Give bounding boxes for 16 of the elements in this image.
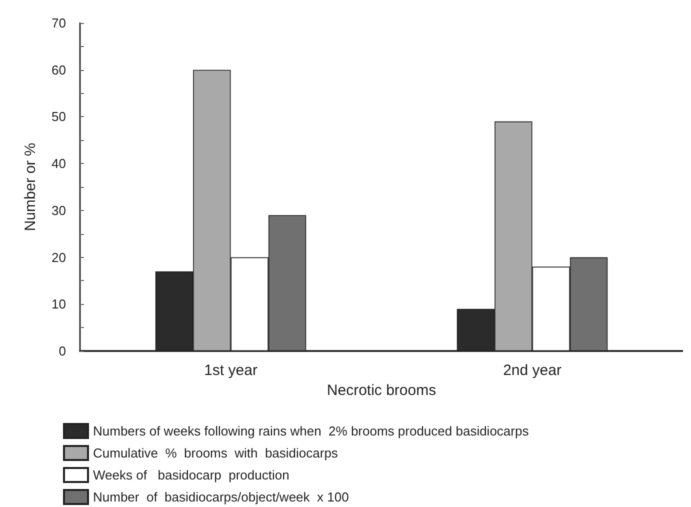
y-axis-title: Number or %: [22, 142, 39, 232]
legend-label: Weeks of basidocarp production: [93, 468, 290, 482]
y-tick-label: 60: [52, 62, 66, 78]
x-axis-title: Necrotic brooms: [326, 382, 436, 399]
y-tick-label: 50: [52, 109, 66, 124]
y-tick-label: 20: [52, 250, 66, 265]
y-tick-label: 0: [58, 344, 66, 358]
legend-label: Cumulative % brooms with basidiocarps: [93, 446, 338, 460]
y-tick-label: 70: [52, 16, 66, 30]
x-tick-label: 1st year: [204, 362, 258, 379]
x-tick-label: 2nd year: [503, 362, 562, 379]
y-tick-label: 30: [52, 202, 66, 218]
legend-label: Numbers of weeks following rains when 2% brooms produced basidiocarps: [93, 424, 530, 438]
legend-label: Number of basidiocarps/object/week x 100: [93, 490, 349, 504]
y-tick-label: 10: [52, 296, 66, 312]
y-tick-label: 40: [52, 156, 66, 172]
